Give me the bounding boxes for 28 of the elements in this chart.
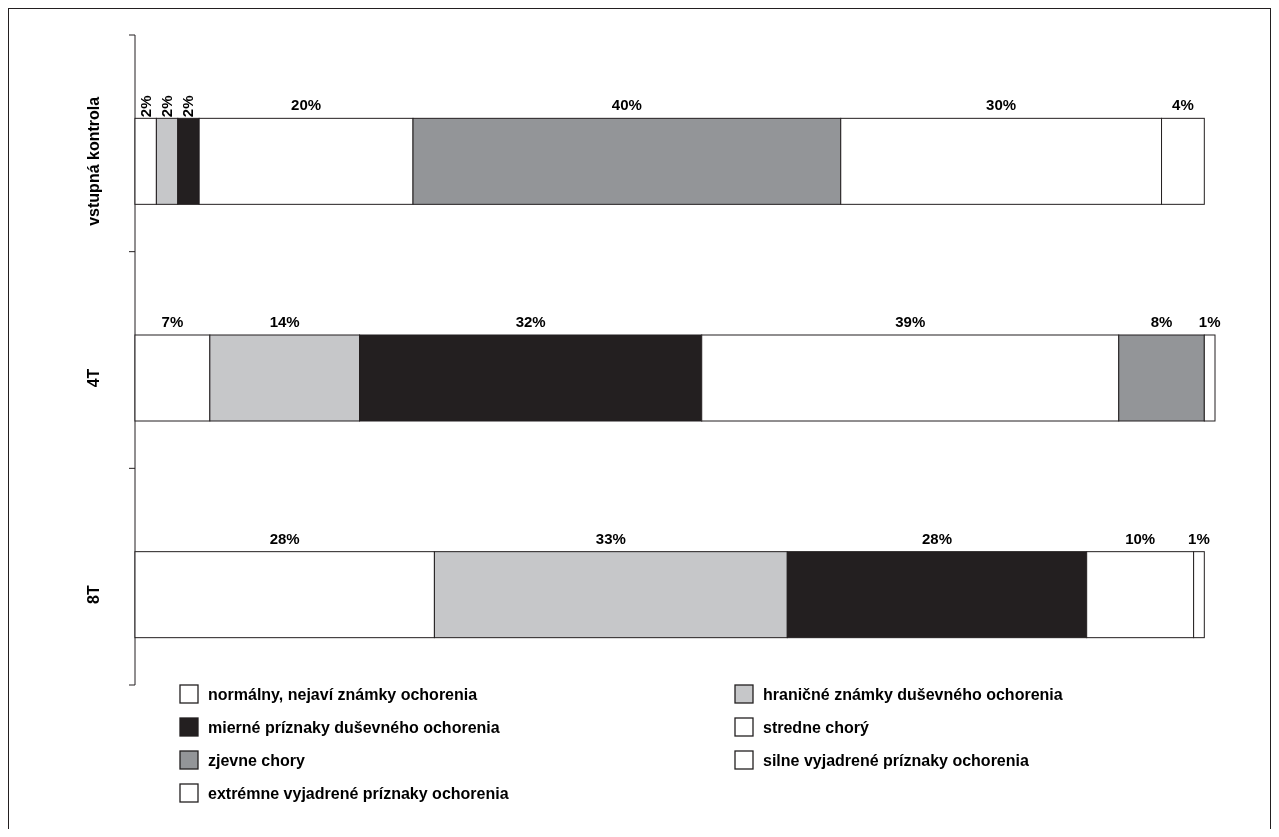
data-label: 1% <box>1198 313 1221 330</box>
y-tick-label: 8T <box>85 585 102 604</box>
data-label: 8% <box>1150 313 1173 330</box>
legend-label: silne vyjadrené príznaky ochorenia <box>763 752 1029 769</box>
legend-label: extrémne vyjadrené príznaky ochorenia <box>208 785 509 802</box>
legend-label: zjevne chory <box>208 752 306 769</box>
data-label: 2% <box>179 95 197 118</box>
data-label: 14% <box>269 313 300 330</box>
data-label: 33% <box>595 529 626 547</box>
legend-label: normálny, nejaví známky ochorenia <box>208 686 478 703</box>
data-label: 40% <box>611 96 642 114</box>
legend-label: hraničné známky duševného ochorenia <box>763 686 1063 703</box>
data-label: 2% <box>158 95 176 118</box>
data-label: 39% <box>895 313 926 330</box>
legend-label: mierné príznaky duševného ochorenia <box>208 719 500 736</box>
data-label: 30% <box>986 96 1017 114</box>
y-tick-label: vstupná kontrola <box>85 96 102 226</box>
data-label: 28% <box>921 529 952 547</box>
data-label: 10% <box>1125 529 1156 547</box>
data-label: 28% <box>269 529 300 547</box>
data-label: 7% <box>161 313 184 330</box>
data-label: 20% <box>291 96 322 114</box>
legend-label: stredne chorý <box>763 719 869 736</box>
y-tick-label: 4T <box>85 368 102 388</box>
data-label: 4% <box>1172 96 1194 114</box>
data-label: 2% <box>136 95 154 118</box>
data-label: 1% <box>1188 529 1210 547</box>
data-label: 32% <box>515 313 546 330</box>
